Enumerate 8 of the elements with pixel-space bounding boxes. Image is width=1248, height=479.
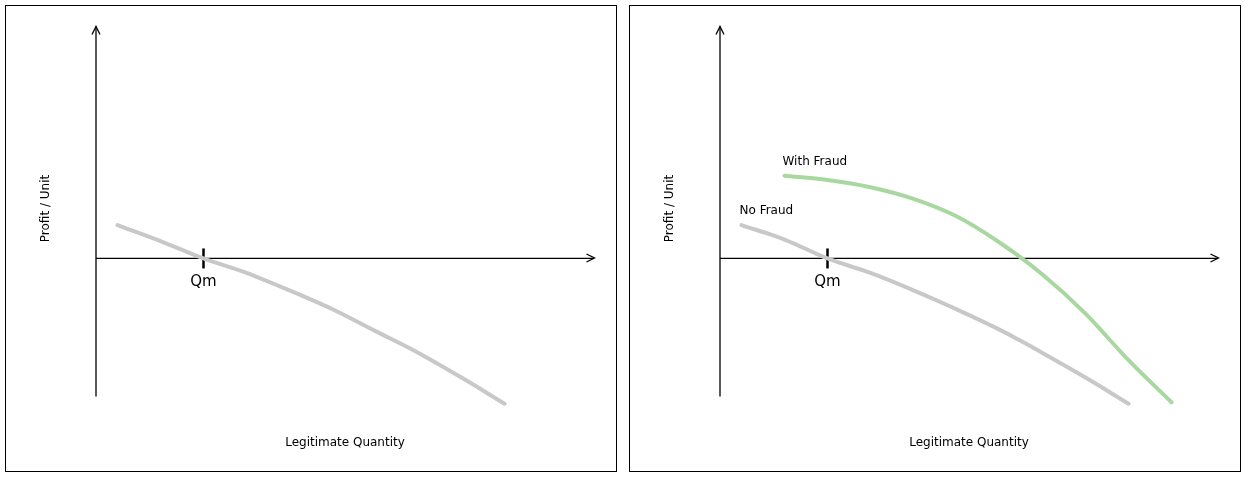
annotation: Qm <box>190 271 217 290</box>
x-axis-title: Legitimate Quantity <box>909 435 1029 450</box>
x-axis-title: Legitimate Quantity <box>285 435 405 450</box>
y-axis-title: Profit / Unit <box>38 174 53 243</box>
y-axis-title: Profit / Unit <box>662 174 677 243</box>
annotation: Qm <box>814 271 841 290</box>
series-label: With Fraud <box>782 153 848 168</box>
series-label: No Fraud <box>739 203 794 218</box>
